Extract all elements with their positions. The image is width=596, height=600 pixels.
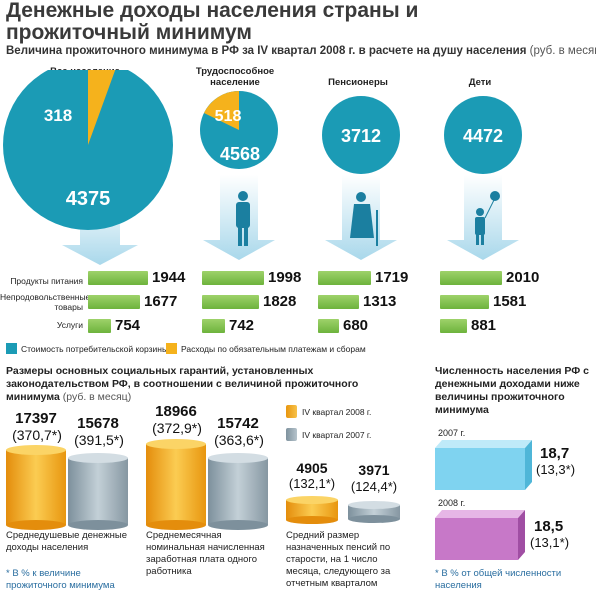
pie-pensioners-basket-value: 3712	[340, 126, 382, 146]
bar-pensioners-food	[318, 271, 371, 285]
salary-caption: Среднемесячная номинальная начисленная з…	[146, 530, 265, 577]
cylinder-income-2008	[6, 445, 66, 530]
box-2008	[435, 510, 525, 560]
poor-year-2008: 2008 г.	[438, 498, 466, 508]
poor-footnote: * В % от общей численности населения	[435, 568, 562, 591]
poor-2007-value: 18,7	[540, 445, 570, 462]
bar-children-nonfood-value: 1581	[493, 293, 527, 310]
poor-2007-pct: (13,3*)	[536, 462, 576, 477]
income-2008-pct: (370,7*)	[12, 427, 62, 443]
pie-all-payments-value: 318	[43, 106, 73, 125]
bar-children-services-value: 881	[471, 317, 497, 334]
bar-working-services	[202, 319, 225, 333]
pension-caption: Средний размер назначенных пенсий по ста…	[286, 530, 391, 589]
guarantees-footnote: * В % к величине прожиточного минимума	[6, 568, 115, 591]
pie-children	[444, 96, 522, 174]
income-caption: Среднедушевые денежные доходы населения	[6, 530, 128, 553]
pie-all-payments	[88, 70, 116, 145]
guarantees-unit: (руб. в месяц)	[62, 391, 132, 403]
poor-boxes-svg	[435, 440, 532, 560]
salary-2007-value: 15742	[217, 415, 259, 432]
group-label-working: Трудоспособное население	[195, 66, 275, 88]
income-2008-value: 17397	[15, 410, 57, 427]
pension-2007-value: 3971	[358, 462, 390, 478]
income-2007-value: 15678	[77, 415, 119, 432]
pension-2008-pct: (132,1*)	[288, 476, 336, 491]
bar-pensioners-nonfood-value: 1313	[363, 293, 397, 310]
cylinder-salary-2008	[146, 439, 206, 530]
pension-2007-pct: (124,4*)	[350, 479, 398, 494]
bar-working-food-value: 1998	[268, 269, 302, 286]
group-label-children: Дети	[468, 77, 492, 88]
row-label-services: Услуги	[56, 320, 83, 330]
legend-2008-swatch	[286, 405, 297, 418]
bar-all-food	[88, 271, 148, 285]
bar-all-services	[88, 319, 111, 333]
cylinders-svg	[6, 439, 400, 530]
bar-pensioners-services	[318, 319, 339, 333]
cylinder-pension-2007	[348, 501, 400, 523]
worker-icon	[236, 191, 250, 246]
salary-2008-value: 18966	[155, 403, 197, 420]
pie-all	[3, 70, 173, 230]
bar-all-services-value: 754	[115, 317, 141, 334]
bar-children-food	[440, 271, 502, 285]
pension-2008-value: 4905	[296, 460, 328, 476]
pie-working-payments	[204, 91, 239, 130]
salary-2008-pct: (372,9*)	[152, 420, 202, 436]
bar-pensioners-services-value: 680	[343, 317, 369, 334]
pie-working-payments-value: 518	[214, 108, 242, 125]
page-title: Денежные доходы населения страны и прожи…	[6, 0, 419, 44]
subtitle-unit: (руб. в месяц)	[529, 45, 596, 57]
box-2007	[435, 440, 532, 490]
bar-working-services-value: 742	[229, 317, 255, 334]
bar-pensioners-nonfood	[318, 295, 359, 309]
subtitle-text: Величина прожиточного минимума в РФ за I…	[6, 45, 527, 57]
cylinder-income-2007	[68, 453, 128, 530]
poor-year-2007: 2007 г.	[438, 428, 466, 438]
salary-2007-pct: (363,6*)	[214, 432, 264, 448]
legend-payments-label: Расходы по обязательным платежам и сбора…	[181, 344, 366, 354]
pie-children-basket-value: 4472	[462, 126, 504, 146]
legend-2007-swatch	[286, 428, 297, 441]
legend-basket-swatch	[6, 343, 17, 354]
bar-pensioners-food-value: 1719	[375, 269, 409, 286]
bar-all-nonfood	[88, 295, 140, 309]
legend-2008-label: IV квартал 2008 г.	[302, 407, 372, 417]
subtitle: Величина прожиточного минимума в РФ за I…	[6, 45, 596, 57]
legend-payments-swatch	[166, 343, 177, 354]
poor-title: Численность населения РФ с денежными дох…	[435, 365, 590, 416]
bar-all-food-value: 1944	[152, 269, 186, 286]
bar-working-food	[202, 271, 264, 285]
child-icon	[475, 191, 500, 245]
bar-working-nonfood	[202, 295, 259, 309]
cylinder-salary-2007	[208, 453, 268, 530]
pie-all-basket-value: 4375	[65, 188, 111, 210]
bar-children-nonfood	[440, 295, 489, 309]
poor-2008-value: 18,5	[534, 518, 564, 535]
row-label-food: Продукты питания	[10, 276, 83, 286]
bar-all-nonfood-value: 1677	[144, 293, 178, 310]
cylinder-pension-2008	[286, 496, 338, 524]
bar-working-nonfood-value: 1828	[263, 293, 297, 310]
legend-basket-label: Стоимость потребительской корзины	[21, 344, 169, 354]
guarantees-title: Размеры основных социальных гарантий, ус…	[6, 365, 386, 404]
pie-pensioners	[322, 96, 400, 174]
poor-2008-pct: (13,1*)	[530, 535, 570, 550]
bar-children-services	[440, 319, 467, 333]
row-label-nonfood: Непродовольственные товары	[0, 292, 91, 312]
pensioner-icon	[350, 192, 378, 246]
income-2007-pct: (391,5*)	[74, 432, 124, 448]
legend-2007-label: IV квартал 2007 г.	[302, 430, 372, 440]
pie-working-basket-value: 4568	[219, 144, 261, 164]
guarantees-title-text: Размеры основных социальных гарантий, ус…	[6, 365, 359, 403]
bar-children-food-value: 2010	[506, 269, 540, 286]
pies-svg	[3, 70, 522, 265]
group-label-pensioners: Пенсионеры	[328, 77, 388, 88]
